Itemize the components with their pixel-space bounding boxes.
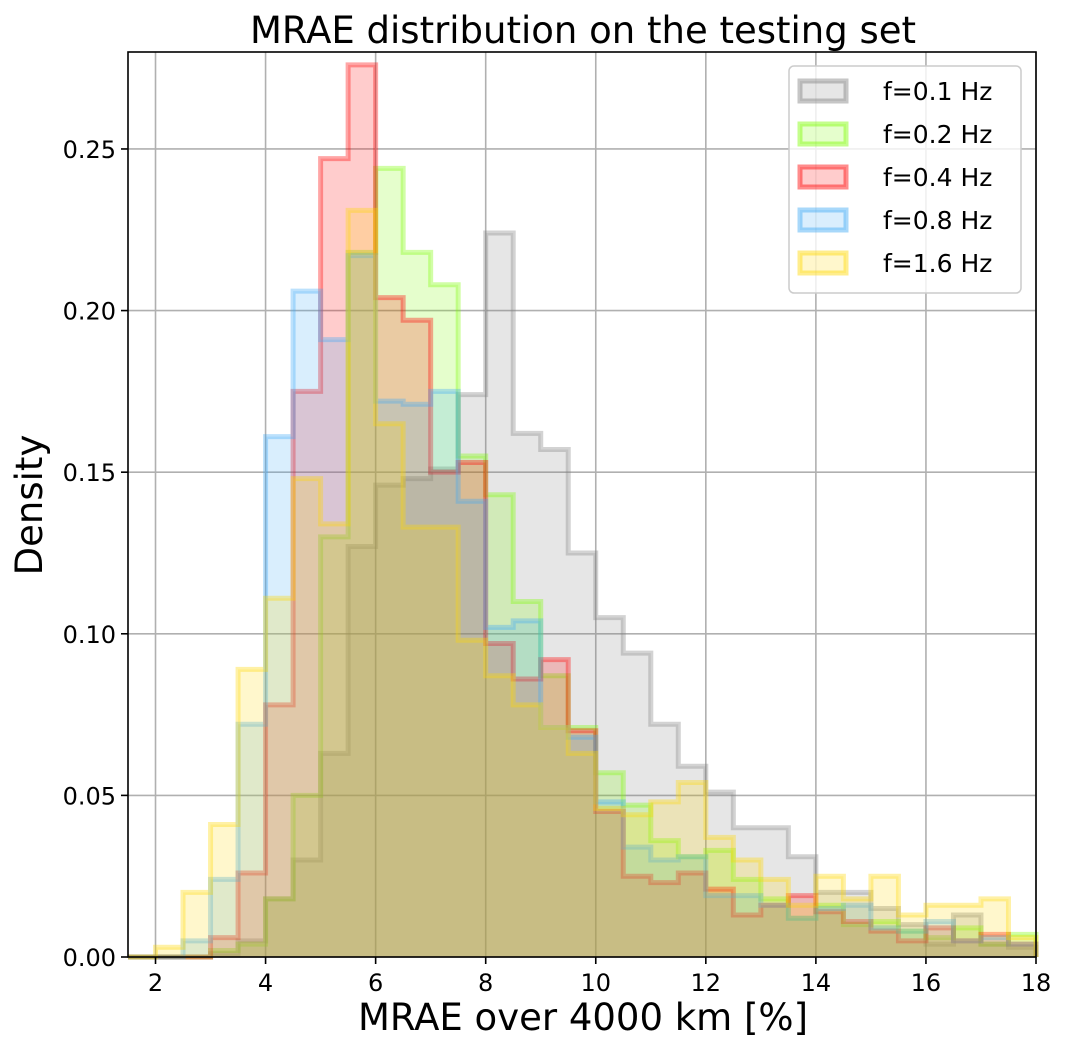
legend-swatch xyxy=(797,164,849,190)
histogram-bar xyxy=(898,915,926,957)
chart-title: MRAE distribution on the testing set xyxy=(250,9,916,52)
histogram-bar xyxy=(513,705,541,957)
x-tick-label: 14 xyxy=(801,969,832,997)
legend-box xyxy=(788,65,1022,294)
legend-entry: f=0.8 Hz xyxy=(797,206,992,235)
histogram-bar xyxy=(156,947,184,957)
histogram-outline xyxy=(128,230,1039,960)
x-tick-label: 16 xyxy=(911,969,942,997)
histogram-bar xyxy=(816,876,844,957)
y-axis-label: Density xyxy=(8,435,51,576)
histogram-bar xyxy=(678,782,706,957)
y-tick-label: 0.25 xyxy=(63,136,116,164)
x-tick-label: 8 xyxy=(478,969,493,997)
legend: f=0.1 Hz f=0.2 Hz f=0.4 Hz f=0.8 Hz f=1.6 Hz xyxy=(788,65,1022,294)
histogram-bar xyxy=(321,524,349,957)
histogram-outline xyxy=(128,207,1039,960)
legend-entry: f=0.4 Hz xyxy=(797,163,992,192)
histogram-bar xyxy=(1008,938,1036,957)
histogram-bar xyxy=(431,527,459,957)
x-tick-label: 2 xyxy=(148,969,163,997)
histogram-bar xyxy=(706,837,734,957)
histogram-fill xyxy=(128,168,1036,957)
histogram-bar xyxy=(568,753,596,957)
y-tick-label: 0.05 xyxy=(63,782,116,810)
x-tick-label: 12 xyxy=(691,969,722,997)
histogram-bar xyxy=(596,808,624,957)
histogram-bar xyxy=(733,860,761,957)
legend-entry: f=0.1 Hz xyxy=(797,77,992,106)
histogram-outline xyxy=(128,253,1039,960)
histogram-bar xyxy=(266,598,294,957)
y-tick-label: 0.15 xyxy=(63,459,116,487)
x-axis-label: MRAE over 4000 km [%] xyxy=(358,996,808,1039)
histogram-bar xyxy=(293,479,321,957)
series-f-0-8-hz xyxy=(128,253,1039,960)
histogram-fill xyxy=(128,255,1036,957)
histogram-bar xyxy=(788,905,816,957)
axes: 2 4 6 8 10 12 14 16 18 0.00 0.05 0.10 0.15 0.20 0.25 xyxy=(63,51,1052,997)
series-f-0-2-hz xyxy=(128,165,1039,960)
legend-swatch xyxy=(797,78,849,104)
histogram-bar xyxy=(981,899,1009,957)
series-f-0-4-hz xyxy=(128,62,1039,960)
x-tick-label: 18 xyxy=(1021,969,1052,997)
histogram-bar xyxy=(926,905,954,957)
histogram-fill xyxy=(128,233,1036,957)
x-tick-label: 6 xyxy=(368,969,383,997)
legend-entry: f=0.2 Hz xyxy=(797,120,992,149)
series-f-0-1-hz xyxy=(128,230,1039,960)
histogram-bar xyxy=(376,424,404,957)
histogram-bar xyxy=(953,905,981,957)
legend-label: f=1.6 Hz xyxy=(883,249,992,278)
histogram-series xyxy=(128,62,1039,960)
legend-label: f=0.1 Hz xyxy=(883,77,992,106)
histogram-bar xyxy=(541,728,569,957)
histogram-bar xyxy=(183,892,211,957)
grid-lines xyxy=(128,52,1037,958)
histogram-bar xyxy=(651,802,679,957)
histogram-bar xyxy=(623,815,651,957)
histogram-fill xyxy=(128,210,1036,957)
y-tick-label: 0.00 xyxy=(63,944,116,972)
x-tick-label: 10 xyxy=(580,969,611,997)
legend-label: f=0.8 Hz xyxy=(883,206,992,235)
x-tick-label: 4 xyxy=(258,969,273,997)
series-f-1-6-hz xyxy=(128,207,1039,960)
y-tick-label: 0.20 xyxy=(63,298,116,326)
legend-swatch xyxy=(797,250,849,276)
histogram-bar xyxy=(486,676,514,957)
histogram-bar xyxy=(843,899,871,957)
legend-swatch xyxy=(797,121,849,147)
histogram-bar xyxy=(211,824,239,957)
plot-frame xyxy=(127,51,1037,958)
legend-swatch xyxy=(797,207,849,233)
histogram-bar xyxy=(761,879,789,957)
histogram-bar xyxy=(348,210,376,957)
histogram-bar xyxy=(238,669,266,957)
histogram-outline xyxy=(128,62,1039,960)
y-tick-label: 0.10 xyxy=(63,621,116,649)
histogram-bar xyxy=(871,876,899,957)
histogram-bar xyxy=(403,527,431,957)
histogram-fill xyxy=(128,64,1036,957)
histogram-bar xyxy=(458,640,486,957)
legend-label: f=0.2 Hz xyxy=(883,120,992,149)
legend-entry: f=1.6 Hz xyxy=(797,249,992,278)
legend-label: f=0.4 Hz xyxy=(883,163,992,192)
histogram-outline xyxy=(128,165,1039,960)
